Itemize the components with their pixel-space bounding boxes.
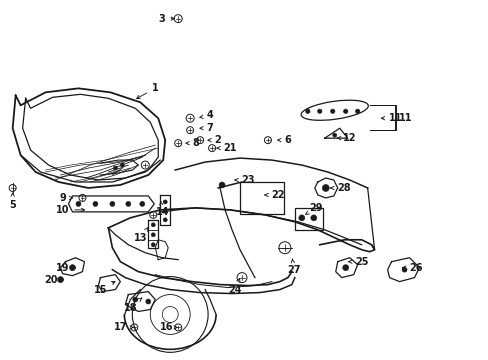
Text: 5: 5	[9, 193, 16, 210]
Circle shape	[151, 233, 155, 237]
Text: 9: 9	[59, 193, 73, 203]
Text: 14: 14	[155, 201, 169, 217]
Circle shape	[140, 201, 144, 206]
Text: 19: 19	[56, 263, 75, 273]
Text: 29: 29	[305, 203, 322, 214]
Circle shape	[342, 265, 348, 271]
Circle shape	[76, 201, 81, 206]
Circle shape	[317, 109, 321, 113]
Text: 23: 23	[235, 175, 254, 185]
Bar	[294, 208, 322, 230]
Circle shape	[145, 299, 150, 304]
Text: 6: 6	[277, 135, 291, 145]
Text: 10: 10	[56, 205, 84, 215]
Text: 21: 21	[217, 143, 236, 153]
Circle shape	[110, 201, 115, 206]
Text: 8: 8	[185, 138, 199, 148]
Circle shape	[310, 215, 316, 221]
Circle shape	[332, 133, 336, 137]
Circle shape	[93, 201, 98, 206]
Text: 16: 16	[159, 323, 177, 332]
Circle shape	[343, 109, 347, 113]
Circle shape	[330, 109, 334, 113]
Circle shape	[322, 184, 328, 192]
Text: 4: 4	[200, 110, 213, 120]
Text: 1: 1	[136, 84, 158, 99]
Circle shape	[120, 163, 124, 167]
Bar	[240, 182, 284, 214]
Text: 26: 26	[402, 263, 422, 273]
Circle shape	[125, 201, 131, 206]
Text: 17: 17	[113, 323, 133, 332]
Text: 15: 15	[94, 282, 115, 294]
Circle shape	[163, 209, 167, 213]
Circle shape	[69, 265, 75, 271]
Circle shape	[298, 215, 304, 221]
Circle shape	[151, 223, 155, 227]
Circle shape	[133, 297, 138, 302]
Text: 27: 27	[286, 259, 300, 275]
Circle shape	[113, 166, 117, 170]
Text: 20: 20	[44, 275, 63, 285]
Text: 3: 3	[159, 14, 174, 24]
Circle shape	[163, 200, 167, 204]
Text: 22: 22	[264, 190, 284, 200]
Circle shape	[355, 109, 359, 113]
Text: 18: 18	[123, 298, 142, 312]
Text: 7: 7	[200, 123, 213, 133]
Polygon shape	[68, 196, 154, 212]
Circle shape	[58, 276, 63, 283]
Text: 11: 11	[381, 113, 402, 123]
Text: 24: 24	[228, 279, 241, 294]
Circle shape	[219, 182, 224, 188]
Circle shape	[163, 218, 167, 222]
Text: 12: 12	[337, 133, 356, 143]
Circle shape	[401, 267, 406, 272]
Text: 25: 25	[348, 257, 367, 267]
Text: 13: 13	[133, 228, 148, 243]
Text: 2: 2	[207, 135, 221, 145]
Circle shape	[305, 109, 309, 113]
Circle shape	[151, 243, 155, 247]
Text: 11: 11	[398, 113, 411, 123]
Text: 28: 28	[330, 183, 350, 193]
